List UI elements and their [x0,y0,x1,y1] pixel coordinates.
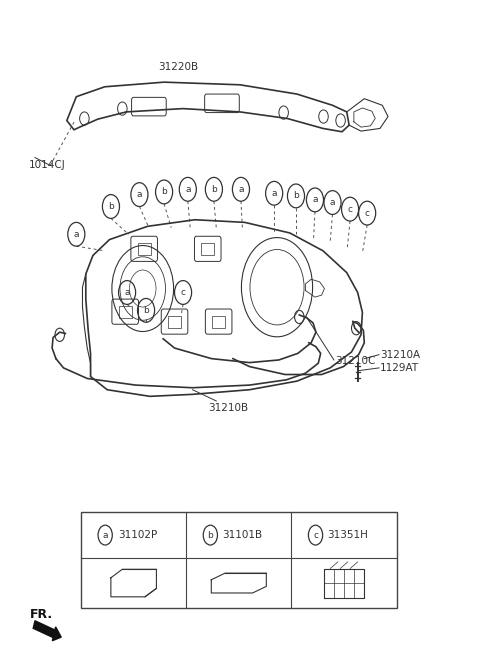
Text: 31220B: 31220B [158,62,198,72]
Text: c: c [365,209,370,217]
Bar [81,512,396,608]
Text: a: a [312,195,318,204]
Bar [212,315,225,327]
Text: b: b [161,187,167,197]
Text: a: a [102,531,108,540]
Bar [137,243,151,255]
Text: b: b [207,531,213,540]
Text: 1014CJ: 1014CJ [29,160,66,170]
Text: 31101B: 31101B [223,530,263,540]
Text: b: b [108,202,114,211]
Text: a: a [271,189,277,198]
Text: a: a [73,230,79,239]
Text: c: c [348,205,353,213]
Text: a: a [185,185,191,194]
Text: a: a [330,198,335,207]
Bar [168,315,181,327]
Text: 31210A: 31210A [380,350,420,360]
Text: a: a [137,190,142,199]
FancyArrow shape [33,621,61,641]
Text: c: c [313,531,318,540]
Text: FR.: FR. [30,608,53,620]
Text: a: a [238,185,244,194]
Text: 31210B: 31210B [208,403,248,413]
Bar [119,305,132,317]
Text: 1129AT: 1129AT [380,363,419,373]
Text: b: b [293,191,299,200]
Text: a: a [124,288,130,297]
Text: 31351H: 31351H [327,530,368,540]
Text: b: b [211,185,217,194]
Text: b: b [143,306,149,315]
Text: 31102P: 31102P [118,530,157,540]
Text: c: c [180,288,186,297]
Text: 31210C: 31210C [335,356,375,366]
Bar [201,243,215,255]
